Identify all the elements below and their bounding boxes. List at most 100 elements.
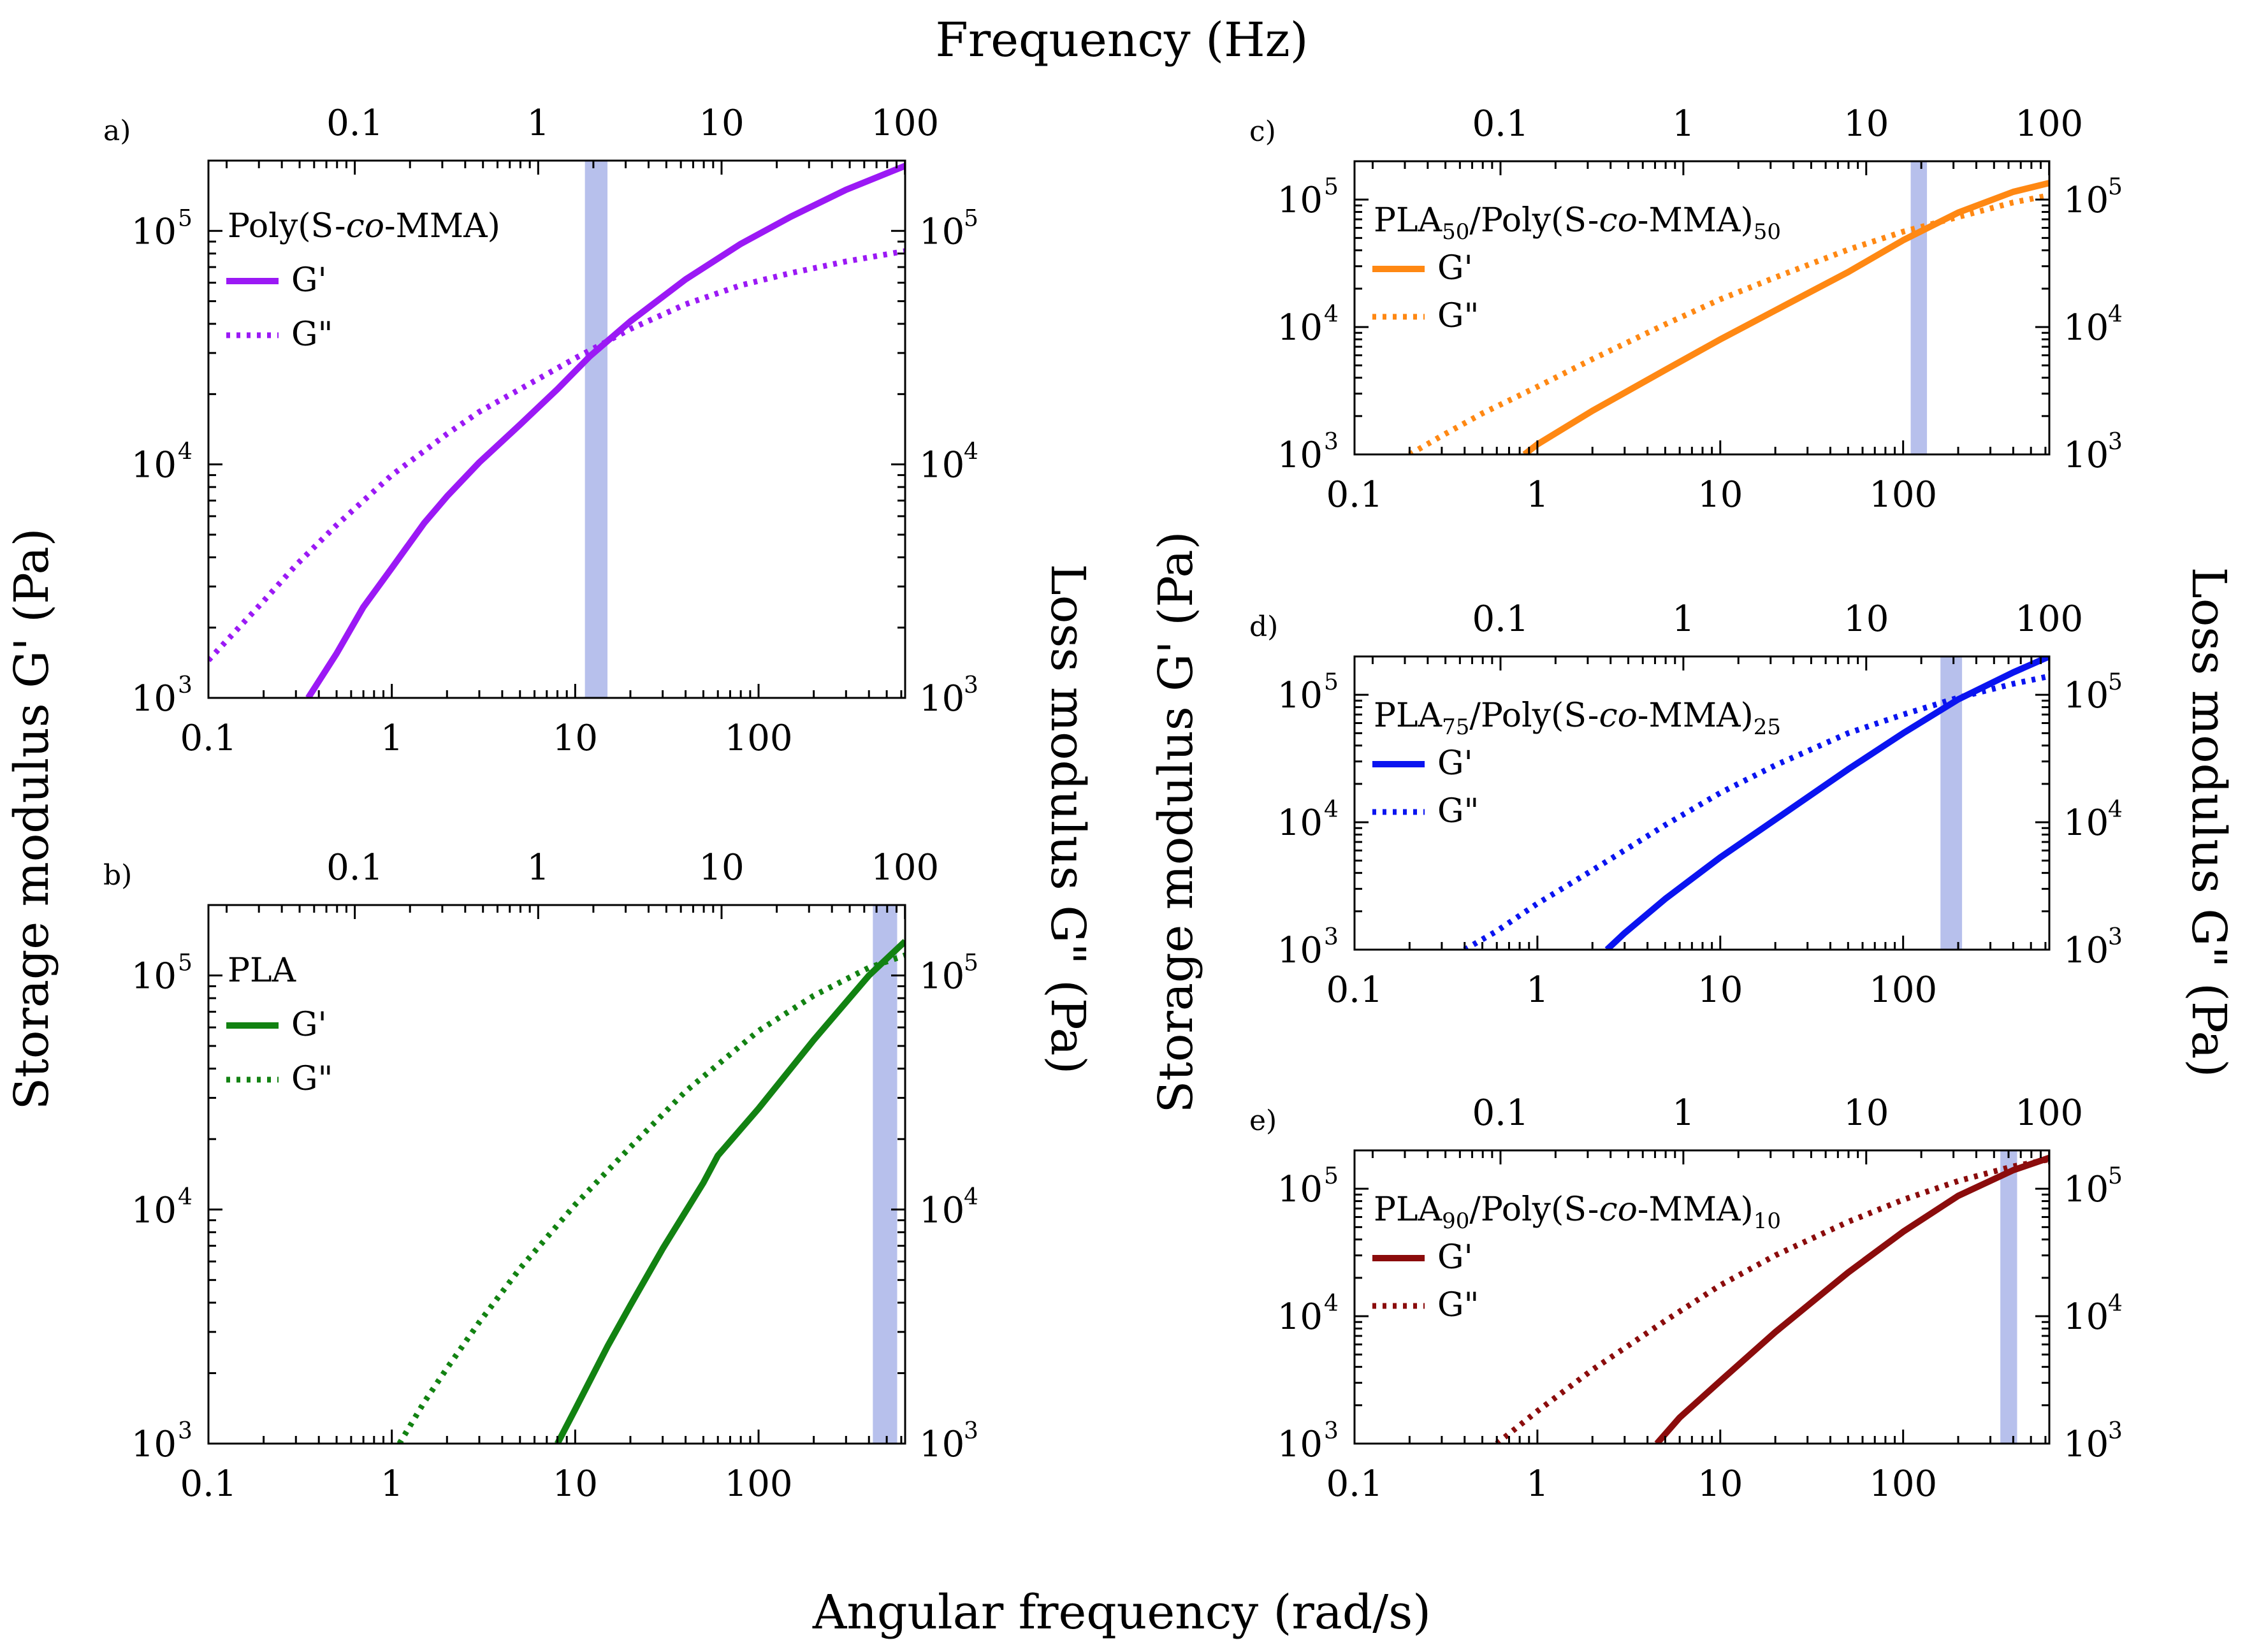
- storage-modulus-line: [305, 163, 905, 698]
- legend-loss-label: G": [291, 1060, 333, 1098]
- middle-left-axis-title: Storage modulus G' (Pa): [1149, 531, 1203, 1113]
- x-tick-label: 0.1: [1326, 1463, 1383, 1505]
- panel-title: PLA: [228, 952, 297, 990]
- x-tick-label: 10: [1697, 474, 1743, 516]
- y-tick-label-left: 10: [1277, 180, 1323, 221]
- storage-modulus-line: [1604, 656, 2049, 950]
- panel-title-part: 10: [1754, 1208, 1781, 1234]
- y-tick-exponent-right: 5: [964, 205, 978, 231]
- y-tick-label-right: 10: [2063, 1169, 2109, 1210]
- y-tick-exponent-right: 5: [2108, 669, 2123, 695]
- loss-modulus-line: [1408, 192, 2049, 454]
- y-tick-label-left: 10: [131, 1424, 177, 1465]
- right-axis-title: Loss modulus G" (Pa): [1040, 564, 1095, 1075]
- y-tick-exponent-left: 3: [1324, 924, 1339, 950]
- panel-label: e): [1249, 1105, 1277, 1137]
- y-tick-label-right: 10: [919, 445, 964, 486]
- y-tick-label-left: 10: [131, 956, 177, 997]
- y-tick-label-left: 10: [1277, 1424, 1323, 1465]
- bottom-axis-title: Angular frequency (rad/s): [812, 1585, 1431, 1640]
- top-tick-label: 10: [699, 103, 744, 144]
- legend-loss-label: G": [1437, 792, 1479, 830]
- x-tick-label: 10: [1697, 969, 1743, 1011]
- y-tick-exponent-right: 3: [2108, 429, 2123, 455]
- y-tick-label-right: 10: [2063, 675, 2109, 716]
- y-tick-exponent-left: 4: [1324, 1291, 1339, 1317]
- x-tick-label: 0.1: [180, 718, 236, 759]
- panel-title-part: -MMA): [1638, 697, 1754, 735]
- top-tick-label: 1: [1672, 1092, 1695, 1134]
- y-tick-exponent-left: 3: [1324, 429, 1339, 455]
- legend-loss-label: G": [1437, 297, 1479, 335]
- top-tick-label: 100: [2015, 598, 2083, 640]
- y-tick-label-right: 10: [919, 678, 964, 720]
- y-tick-exponent-left: 5: [178, 205, 193, 231]
- x-tick-label: 10: [1697, 1463, 1743, 1505]
- panel-title-part: co: [1599, 201, 1637, 240]
- y-tick-label-left: 10: [1277, 1296, 1323, 1338]
- panel-title-part: co: [1599, 697, 1637, 735]
- x-tick-label: 1: [1526, 474, 1549, 516]
- panel-title-part: Poly(S-: [228, 207, 346, 245]
- y-tick-exponent-right: 4: [2108, 301, 2123, 328]
- loss-modulus-line: [1495, 1156, 2049, 1444]
- top-tick-label: 0.1: [1472, 598, 1529, 640]
- panel-title-part: -MMA): [1638, 1191, 1754, 1229]
- y-tick-exponent-right: 4: [2108, 797, 2123, 823]
- y-tick-label-right: 10: [2063, 180, 2109, 221]
- y-tick-label-right: 10: [2063, 1424, 2109, 1465]
- legend-storage-label: G': [291, 1006, 327, 1044]
- y-tick-label-right: 10: [2063, 930, 2109, 971]
- legend-loss-label: G": [1437, 1286, 1479, 1324]
- legend-storage-label: G': [291, 261, 327, 300]
- y-tick-exponent-right: 4: [964, 1184, 978, 1210]
- x-tick-label: 1: [381, 1463, 403, 1505]
- y-tick-label-left: 10: [1277, 435, 1323, 476]
- panel-title-part: /Poly(S-: [1469, 697, 1599, 735]
- storage-modulus-line: [555, 939, 905, 1444]
- y-tick-label-left: 10: [131, 678, 177, 720]
- legend-loss-label: G": [291, 315, 333, 354]
- panel-label: b): [103, 859, 132, 892]
- y-tick-exponent-left: 4: [1324, 301, 1339, 328]
- x-tick-label: 0.1: [1326, 474, 1383, 516]
- y-tick-exponent-right: 3: [964, 672, 978, 699]
- x-tick-label: 1: [381, 718, 403, 759]
- y-tick-exponent-right: 3: [2108, 924, 2123, 950]
- top-axis-title: Frequency (Hz): [935, 13, 1308, 68]
- legend-storage-label: G': [1437, 744, 1473, 783]
- x-tick-label: 0.1: [1326, 969, 1383, 1011]
- y-tick-label-left: 10: [131, 445, 177, 486]
- storage-modulus-line: [1522, 180, 2049, 454]
- y-tick-exponent-left: 3: [178, 1418, 193, 1444]
- panel-title-part: -MMA): [384, 207, 500, 245]
- y-tick-exponent-left: 4: [178, 1184, 193, 1210]
- panel-title-part: -MMA): [1638, 201, 1754, 240]
- plot-frame: [207, 904, 906, 1445]
- y-tick-exponent-left: 3: [178, 672, 193, 699]
- crossover-highlight-band: [2000, 1150, 2017, 1444]
- top-tick-label: 10: [1843, 598, 1889, 640]
- top-tick-label: 0.1: [326, 103, 383, 144]
- top-tick-label: 100: [2015, 1092, 2083, 1134]
- x-tick-label: 10: [553, 718, 598, 759]
- panel-title-part: PLA: [1374, 697, 1443, 735]
- top-tick-label: 10: [699, 847, 744, 888]
- panel-title-part: PLA: [228, 952, 297, 990]
- storage-modulus-line: [1654, 1154, 2049, 1444]
- panel-title-part: 50: [1442, 219, 1469, 245]
- x-tick-label: 100: [1869, 1463, 1937, 1505]
- y-tick-label-left: 10: [1277, 307, 1323, 349]
- panel-title-part: 50: [1754, 219, 1781, 245]
- panel-title-part: 75: [1442, 714, 1469, 740]
- panel-title-part: PLA: [1374, 201, 1443, 240]
- panel-title-part: co: [346, 207, 384, 245]
- left-axis-title: Storage modulus G' (Pa): [4, 528, 59, 1110]
- y-tick-label-left: 10: [1277, 930, 1323, 971]
- panel-title: PLA50/Poly(S-co-MMA)50: [1374, 201, 1781, 245]
